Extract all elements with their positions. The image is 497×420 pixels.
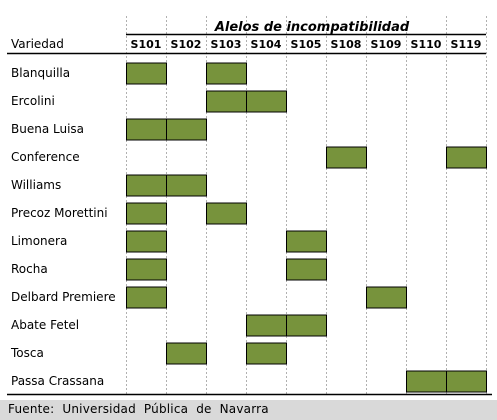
- allele-cell: [446, 370, 487, 393]
- row-label: Ercolini: [11, 94, 55, 108]
- allele-cell: [326, 146, 367, 169]
- row-label: Precoz Morettini: [11, 206, 108, 220]
- row-label: Williams: [11, 178, 61, 192]
- allele-cell: [206, 202, 247, 225]
- column-label: S102: [171, 38, 202, 51]
- row-label: Rocha: [11, 262, 48, 276]
- allele-cell: [166, 118, 207, 141]
- allele-cell: [126, 118, 167, 141]
- row-label: Blanquilla: [11, 66, 70, 80]
- column-label: S119: [451, 38, 482, 51]
- column-label: S103: [211, 38, 242, 51]
- allele-cell: [126, 174, 167, 197]
- allele-cell: [126, 258, 167, 281]
- chart-title: Alelos de incompatibilidad: [214, 20, 410, 35]
- column-label: S110: [411, 38, 442, 51]
- allele-cell: [126, 230, 167, 253]
- source-footer: Fuente: Universidad Pública de Navarra: [0, 400, 497, 420]
- column-label: S104: [251, 38, 282, 51]
- allele-cell: [126, 286, 167, 309]
- row-label: Abate Fetel: [11, 318, 79, 332]
- row-label: Delbard Premiere: [11, 290, 116, 304]
- allele-cell: [286, 258, 327, 281]
- column-label: S108: [331, 38, 362, 51]
- allele-cell: [126, 202, 167, 225]
- column-label: S101: [131, 38, 162, 51]
- row-label: Tosca: [10, 346, 44, 360]
- row-label: Passa Crassana: [11, 374, 104, 388]
- column-label: S109: [371, 38, 402, 51]
- allele-cell: [206, 90, 247, 113]
- allele-cell: [406, 370, 447, 393]
- allele-cell: [206, 62, 247, 85]
- allele-cell: [246, 90, 287, 113]
- allele-chart: Alelos de incompatibilidad Variedad S101 S1…: [7, 16, 492, 396]
- column-label: S105: [291, 38, 322, 51]
- allele-cell: [246, 342, 287, 365]
- allele-cell: [286, 314, 327, 337]
- source-text: Fuente: Universidad Pública de Navarra: [8, 402, 269, 416]
- row-label: Conference: [11, 150, 80, 164]
- row-label: Limonera: [11, 234, 67, 248]
- row-header: Variedad: [11, 37, 64, 51]
- allele-cell: [166, 342, 207, 365]
- allele-cell: [366, 286, 407, 309]
- allele-cell: [126, 62, 167, 85]
- allele-cell: [166, 174, 207, 197]
- allele-cell: [246, 314, 287, 337]
- allele-cell: [446, 146, 487, 169]
- allele-cell: [286, 230, 327, 253]
- row-label: Buena Luisa: [11, 122, 84, 136]
